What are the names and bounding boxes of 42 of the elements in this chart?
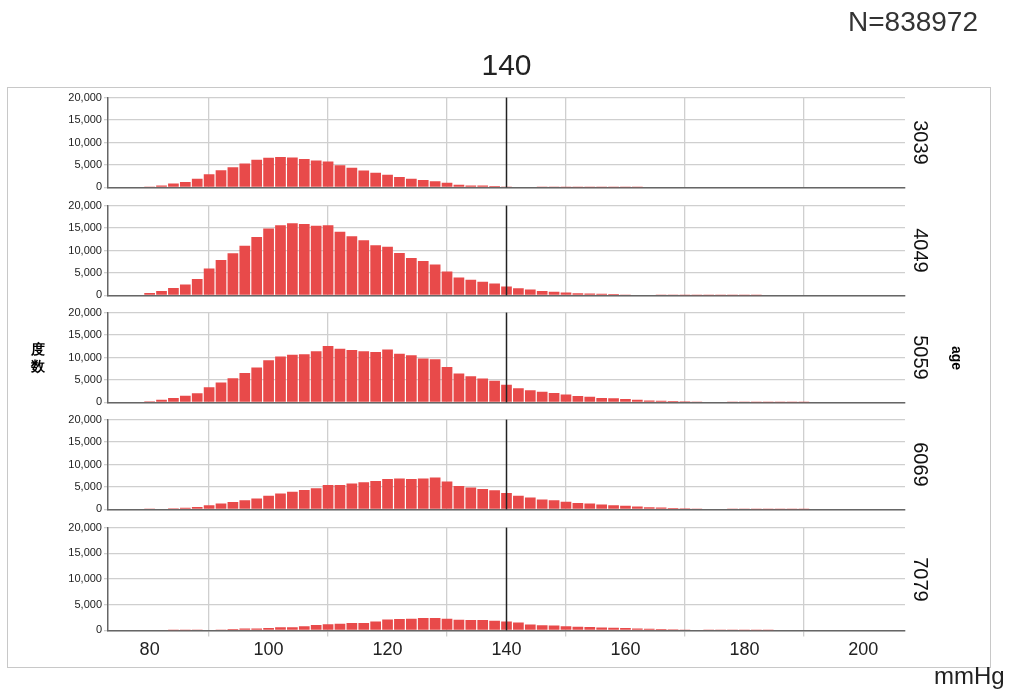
y-tick-label: 15,000 [68, 113, 102, 126]
text: 5059 [908, 335, 932, 380]
y-tick-label: 5,000 [74, 479, 102, 492]
y-tick-label: 15,000 [68, 328, 102, 341]
y2-axis-title: age [949, 345, 966, 370]
y-tick-label: 0 [95, 288, 102, 301]
y-tick-label: 0 [95, 623, 102, 636]
y-tick-label: 15,000 [68, 435, 102, 448]
x-tick-label: 180 [729, 639, 760, 660]
x-tick-label: 120 [372, 639, 403, 660]
y-tick-label: 10,000 [68, 457, 102, 470]
text: 4049 [908, 228, 932, 273]
y-tick-label: 20,000 [68, 520, 102, 533]
x-tick-label: 200 [848, 639, 879, 660]
text: 3039 [908, 120, 932, 165]
y-axis-title: 度数 [30, 340, 46, 375]
y-tick-label: 10,000 [68, 350, 102, 363]
text: 7079 [908, 556, 932, 602]
y-tick-label: 10,000 [68, 243, 102, 256]
y-tick-label: 20,000 [68, 198, 102, 211]
y-tick-label: 10,000 [68, 572, 102, 585]
y-tick-label: 20,000 [68, 90, 102, 103]
x-tick-label: 140 [491, 639, 522, 660]
y-tick-label: 15,000 [68, 221, 102, 234]
y-tick-label: 5,000 [74, 157, 102, 170]
y-tick-label: 0 [95, 395, 102, 408]
ref-line-label: 140 [481, 48, 532, 82]
y-tick-label: 20,000 [68, 412, 102, 425]
text: 6069 [908, 442, 932, 487]
x-tick-label: 100 [253, 639, 284, 660]
x-axis-title: mmHg [934, 662, 1005, 690]
y-tick-label: 15,000 [68, 546, 102, 559]
x-tick-label: 80 [139, 639, 160, 660]
y-tick-label: 5,000 [74, 597, 102, 610]
x-tick-label: 160 [610, 639, 641, 660]
y-tick-label: 20,000 [68, 305, 102, 318]
y-tick-label: 10,000 [68, 135, 102, 148]
y-tick-label: 0 [95, 180, 102, 193]
text: N=838972 [847, 6, 978, 38]
y-tick-label: 5,000 [74, 372, 102, 385]
y-tick-label: 5,000 [74, 265, 102, 278]
y-tick-label: 0 [95, 502, 102, 515]
